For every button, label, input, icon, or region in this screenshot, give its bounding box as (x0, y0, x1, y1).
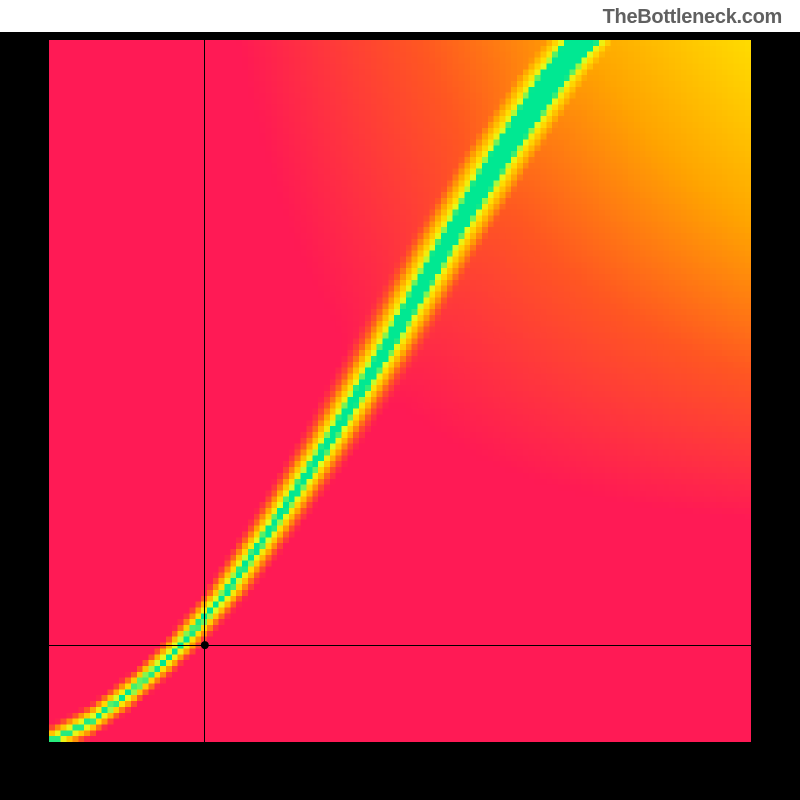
bottleneck-heatmap (0, 32, 800, 800)
attribution-label: TheBottleneck.com (603, 6, 782, 29)
crosshair-marker (0, 32, 800, 800)
